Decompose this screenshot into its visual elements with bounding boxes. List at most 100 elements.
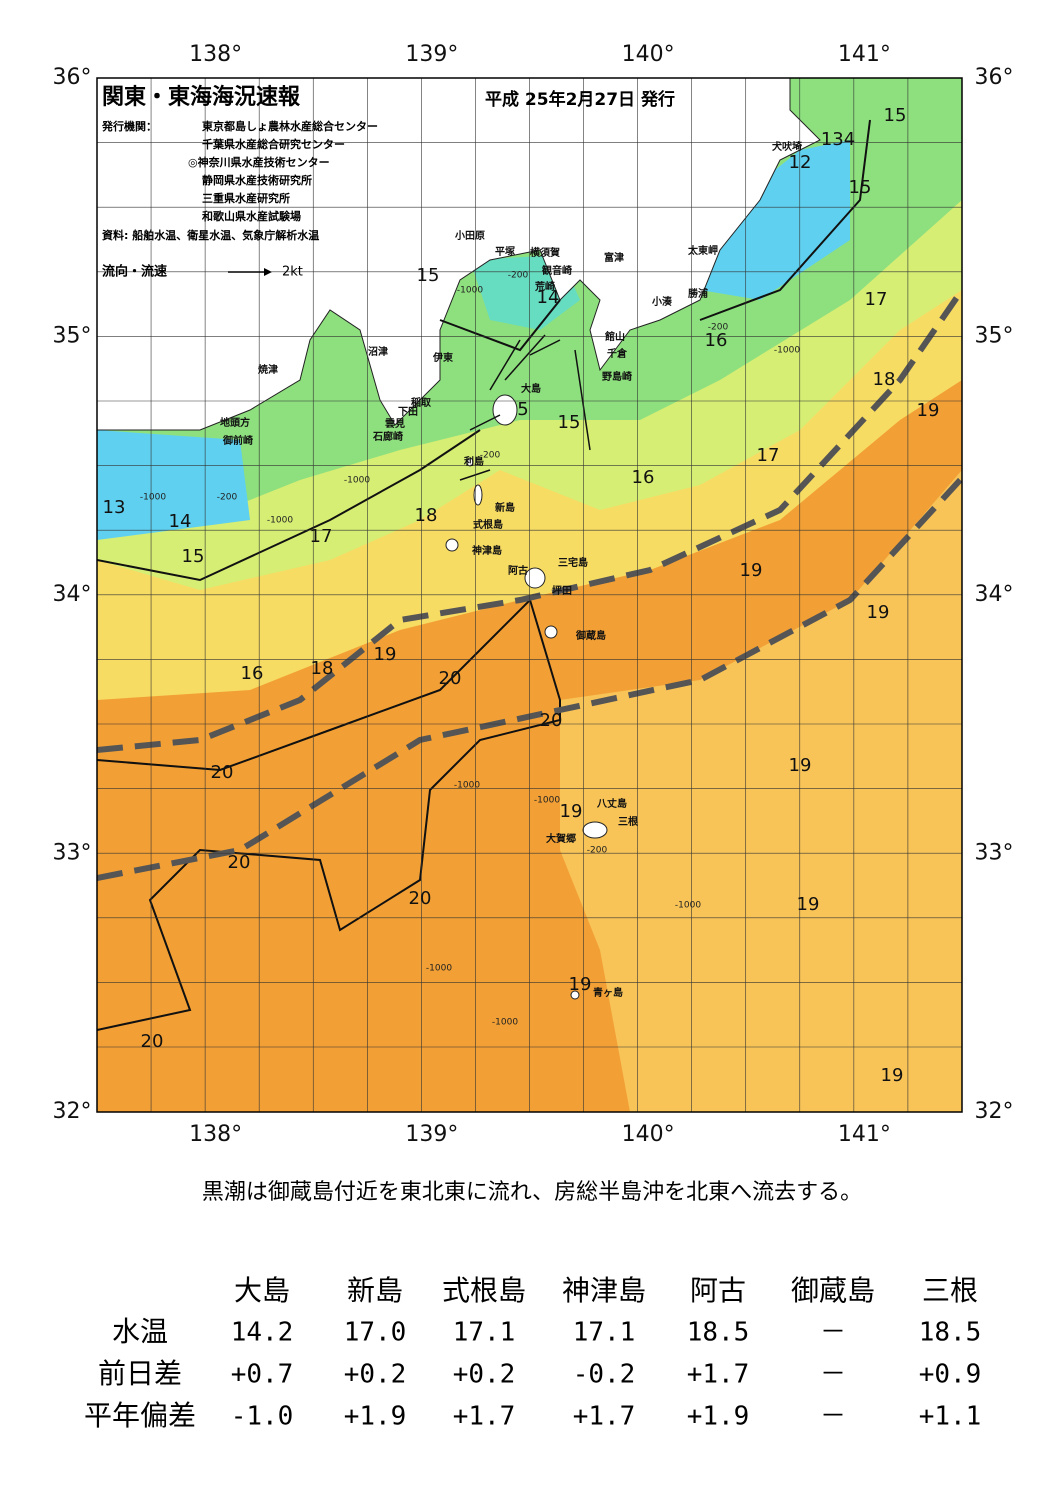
depth-label: -1000	[492, 1018, 518, 1028]
isotherm-label: 19	[917, 400, 940, 421]
isotherm-label: 20	[540, 710, 563, 731]
place-name: 三宅島	[558, 556, 588, 569]
place-name: 横須賀	[530, 246, 560, 259]
isotherm-label: 15	[884, 105, 907, 126]
isotherm-label: 20	[409, 888, 432, 909]
legend-text: 流向・流速	[102, 264, 167, 280]
table-cell: －	[820, 1402, 846, 1432]
table-header: 神津島	[562, 1274, 646, 1307]
depth-label: -1000	[774, 346, 800, 356]
source: 資料: 船舶水温、衛星水温、気象庁解析水温	[102, 228, 319, 242]
depth-label: -200	[708, 323, 729, 333]
table-cell: +1.9	[687, 1402, 750, 1432]
table-cell: 17.1	[453, 1318, 516, 1348]
place-name: 小湊	[651, 295, 673, 308]
table-cell: 18.5	[687, 1318, 750, 1348]
latitude-label: 35°	[53, 324, 92, 349]
place-name: 雲見	[385, 418, 405, 430]
depth-label: -1000	[267, 516, 293, 526]
table-cell: 18.5	[919, 1318, 982, 1348]
place-name: 青ヶ島	[593, 986, 623, 999]
longitude-label: 140°	[622, 1122, 675, 1147]
table-cell: -0.2	[573, 1360, 636, 1390]
isotherm-label: 15	[182, 546, 205, 567]
legend-scale: 2kt	[282, 265, 303, 280]
longitude-label: 141°	[838, 1122, 891, 1147]
table-cell: 14.2	[231, 1318, 294, 1348]
table-header: 大島	[234, 1274, 290, 1307]
place-name: 下田	[398, 406, 418, 418]
publisher: 和歌山県水産試験場	[202, 209, 301, 223]
depth-label: -200	[480, 451, 501, 461]
caption: 黒潮は御蔵島付近を東北東に流れ、房総半島沖を北東へ流去する。	[202, 1180, 862, 1205]
place-name: 石廊崎	[372, 430, 403, 443]
place-name: 御前崎	[222, 434, 253, 447]
table-cell: +1.7	[453, 1402, 516, 1432]
depth-label: -1000	[426, 964, 452, 974]
isotherm-label: 18	[873, 369, 896, 390]
title: 関東・東海海況速報	[102, 84, 301, 110]
place-name: 三根	[618, 815, 638, 828]
latitude-label: 33°	[53, 841, 92, 866]
place-name: 沼津	[368, 345, 388, 358]
table-header: 三根	[922, 1274, 978, 1307]
latitude-label: 35°	[975, 324, 1014, 349]
row-label: 前日差	[98, 1357, 182, 1390]
isotherm-label: 19	[560, 801, 583, 822]
place-name: 平塚	[495, 245, 515, 258]
isotherm-label: 16	[705, 330, 728, 351]
table-cell: 17.0	[344, 1318, 407, 1348]
place-name: 式根島	[473, 518, 503, 531]
latitude-label: 32°	[975, 1099, 1014, 1124]
place-name: 大島	[521, 382, 541, 395]
isotherm-label: 19	[867, 602, 890, 623]
table-cell: －	[820, 1360, 846, 1390]
isotherm-label: 13	[103, 497, 126, 518]
isotherm-label: 14	[537, 287, 560, 308]
publisher: 静岡県水産技術研究所	[202, 173, 312, 187]
place-name: 新島	[495, 501, 515, 514]
isotherm-label: 20	[228, 852, 251, 873]
isotherm-label: 17	[865, 289, 888, 310]
publisher: 東京都島しょ農林水産総合センター	[202, 119, 378, 133]
depth-label: -1000	[534, 796, 560, 806]
table-header: 式根島	[442, 1274, 526, 1307]
row-label: 平年偏差	[84, 1399, 196, 1432]
table-header: 新島	[347, 1274, 403, 1307]
place-name: 利島	[464, 455, 484, 468]
isotherm-label: 19	[797, 894, 820, 915]
longitude-label: 138°	[189, 1122, 242, 1147]
isotherm-label: 12	[789, 152, 812, 173]
isotherm-label: 15	[849, 177, 872, 198]
longitude-label: 138°	[189, 42, 242, 67]
isotherm-label: 15	[558, 412, 581, 433]
table-cell: －	[820, 1318, 846, 1348]
place-name: 坪田	[552, 584, 572, 597]
isotherm-label: 18	[415, 505, 438, 526]
depth-label: -1000	[457, 286, 483, 296]
isotherm-label: 18	[311, 658, 334, 679]
table-cell: +1.1	[919, 1402, 982, 1432]
publisher: ◎神奈川県水産技術センター	[188, 155, 330, 169]
publisher: 三重県水産研究所	[202, 191, 290, 205]
isotherm-label: 19	[789, 755, 812, 776]
table-cell: +0.9	[919, 1360, 982, 1390]
issue-date: 平成 25年2月27日 発行	[485, 89, 675, 110]
isotherm-label: 20	[439, 668, 462, 689]
place-name: 野島崎	[602, 370, 632, 383]
table-cell: 17.1	[573, 1318, 636, 1348]
isotherm-label: 19	[740, 560, 763, 581]
table-header: 阿古	[690, 1274, 746, 1307]
latitude-label: 36°	[53, 65, 92, 90]
isotherm-label: 14	[169, 511, 192, 532]
table-cell: +1.9	[344, 1402, 407, 1432]
table-cell: +0.7	[231, 1360, 294, 1390]
table-header: 御蔵島	[791, 1274, 875, 1307]
place-name: 伊東	[432, 351, 453, 364]
table-cell: +1.7	[573, 1402, 636, 1432]
place-name: 荒崎	[534, 280, 555, 293]
latitude-label: 34°	[53, 582, 92, 607]
isotherm-label: 134	[821, 129, 855, 150]
latitude-label: 36°	[975, 65, 1014, 90]
